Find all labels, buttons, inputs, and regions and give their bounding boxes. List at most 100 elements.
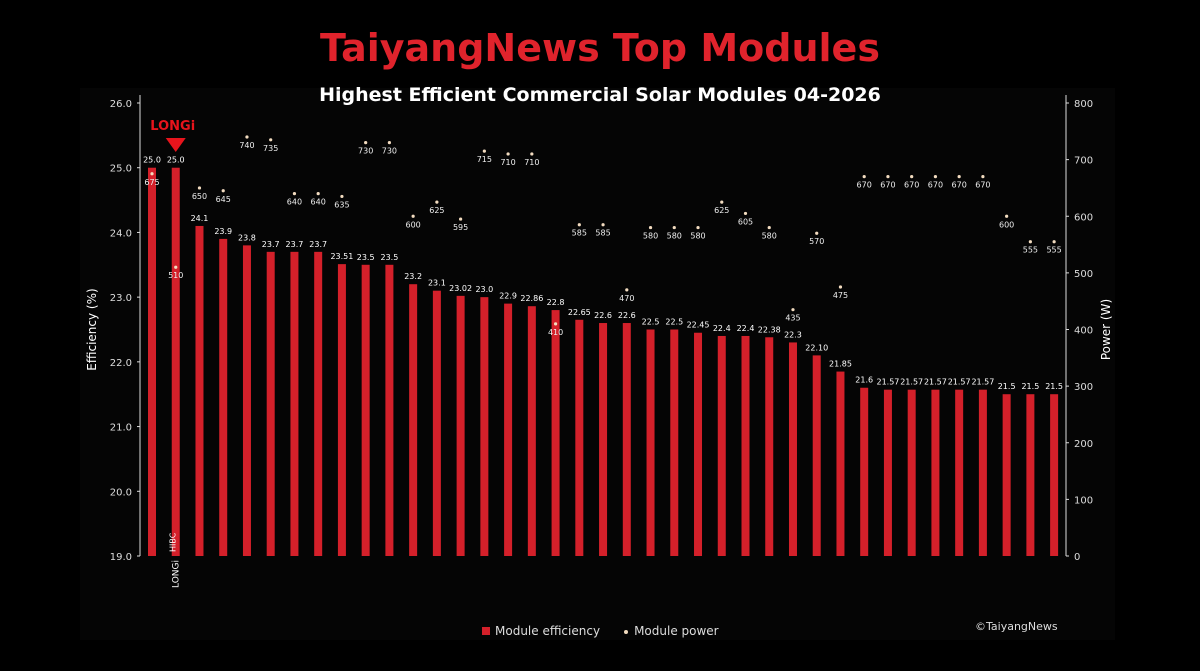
right-tick-label: 200 — [1074, 439, 1093, 450]
power-label: 475 — [833, 291, 848, 300]
left-tick-label: 22.0 — [110, 358, 132, 369]
power-label: 570 — [809, 237, 824, 246]
right-tick-label: 800 — [1074, 99, 1093, 110]
efficiency-bar — [860, 387, 869, 556]
efficiency-label: 22.8 — [547, 298, 565, 307]
power-label: 625 — [714, 206, 729, 215]
efficiency-bar — [432, 290, 441, 556]
efficiency-label: 23.02 — [449, 284, 472, 293]
power-point — [862, 175, 866, 179]
power-label: 670 — [952, 181, 967, 190]
power-point — [1005, 214, 1009, 218]
power-point — [981, 175, 985, 179]
power-point — [648, 225, 653, 230]
efficiency-bar — [504, 303, 513, 556]
right-tick-label: 400 — [1074, 326, 1093, 337]
efficiency-bar — [765, 337, 774, 556]
power-label: 585 — [595, 229, 610, 238]
efficiency-label: 23.8 — [238, 233, 256, 242]
efficiency-label: 23.2 — [404, 272, 422, 281]
power-label: 580 — [690, 232, 705, 241]
right-tick-label: 500 — [1074, 269, 1093, 280]
efficiency-bar — [575, 319, 584, 556]
efficiency-label: 21.5 — [1021, 382, 1039, 391]
power-label: 670 — [904, 181, 919, 190]
efficiency-bar — [978, 389, 987, 556]
chart-title: TaiyangNews Top Modules — [320, 26, 880, 70]
power-point — [435, 200, 439, 204]
power-point — [1028, 240, 1032, 244]
efficiency-label: 22.3 — [784, 330, 802, 339]
efficiency-label: 22.5 — [642, 318, 660, 327]
power-point — [340, 194, 344, 199]
left-tick-label: 24.0 — [110, 228, 132, 239]
power-point — [411, 214, 415, 218]
efficiency-bar — [480, 297, 489, 556]
efficiency-bar — [290, 251, 299, 557]
left-tick-label: 25.0 — [110, 164, 132, 175]
efficiency-bar — [622, 323, 631, 556]
legend: Module efficiency Module power — [482, 624, 719, 638]
copyright: ©TaiyangNews — [975, 620, 1058, 633]
longi-logo: LONGi — [150, 119, 195, 134]
efficiency-bar — [456, 295, 465, 556]
efficiency-label: 23.7 — [309, 240, 327, 249]
efficiency-bar — [836, 371, 845, 556]
efficiency-label: 22.5 — [665, 318, 683, 327]
efficiency-label: 22.6 — [594, 311, 612, 320]
power-label: 470 — [619, 294, 634, 303]
efficiency-label: 23.0 — [475, 285, 493, 294]
efficiency-bar — [266, 251, 275, 557]
power-point — [791, 308, 795, 312]
efficiency-bar — [1050, 394, 1059, 556]
efficiency-bar — [242, 245, 251, 556]
power-label: 710 — [524, 158, 539, 167]
right-tick-label: 100 — [1074, 495, 1093, 506]
highlight-arrow — [165, 138, 186, 152]
efficiency-bar — [527, 306, 536, 556]
efficiency-bar — [670, 329, 679, 556]
efficiency-bar — [717, 335, 726, 556]
left-tick-label: 20.0 — [110, 487, 132, 498]
power-label: 600 — [405, 220, 420, 229]
efficiency-label: 23.1 — [428, 279, 446, 288]
left-tick-label: 21.0 — [110, 423, 132, 434]
left-tick-label: 23.0 — [110, 293, 132, 304]
efficiency-bar — [385, 264, 394, 556]
efficiency-label: 21.57 — [948, 378, 971, 387]
right-tick-label: 0 — [1074, 552, 1080, 563]
efficiency-label: 22.10 — [805, 343, 828, 352]
power-point — [150, 172, 154, 176]
right-tick-label: 600 — [1074, 212, 1093, 223]
efficiency-label: 21.5 — [1045, 382, 1063, 391]
efficiency-bar — [907, 389, 916, 556]
power-point — [269, 138, 273, 142]
power-point — [625, 288, 629, 292]
efficiency-label: 22.45 — [687, 321, 710, 330]
efficiency-bar — [171, 167, 180, 556]
efficiency-label: 21.6 — [855, 376, 873, 385]
efficiency-label: 22.4 — [713, 324, 731, 333]
efficiency-label: 24.1 — [191, 214, 209, 223]
power-point — [933, 175, 938, 179]
highlight-bar-label: HIBC — [169, 532, 178, 552]
efficiency-bar — [148, 167, 156, 556]
power-label: 730 — [358, 147, 373, 156]
left-axis-title: Efficiency (%) — [85, 288, 99, 370]
power-label: 715 — [477, 155, 492, 164]
efficiency-label: 21.57 — [924, 378, 947, 387]
chart-panel — [80, 88, 1115, 640]
power-point — [672, 225, 676, 230]
power-label: 650 — [192, 192, 207, 201]
efficiency-label: 23.5 — [357, 253, 375, 262]
efficiency-bar — [551, 310, 560, 556]
power-label: 580 — [762, 232, 777, 241]
power-point — [696, 225, 700, 230]
power-point — [957, 175, 961, 179]
efficiency-label: 23.51 — [330, 252, 353, 261]
power-point — [577, 223, 581, 227]
efficiency-label: 22.38 — [758, 325, 781, 334]
efficiency-bar — [883, 389, 892, 556]
power-label: 670 — [880, 181, 895, 190]
